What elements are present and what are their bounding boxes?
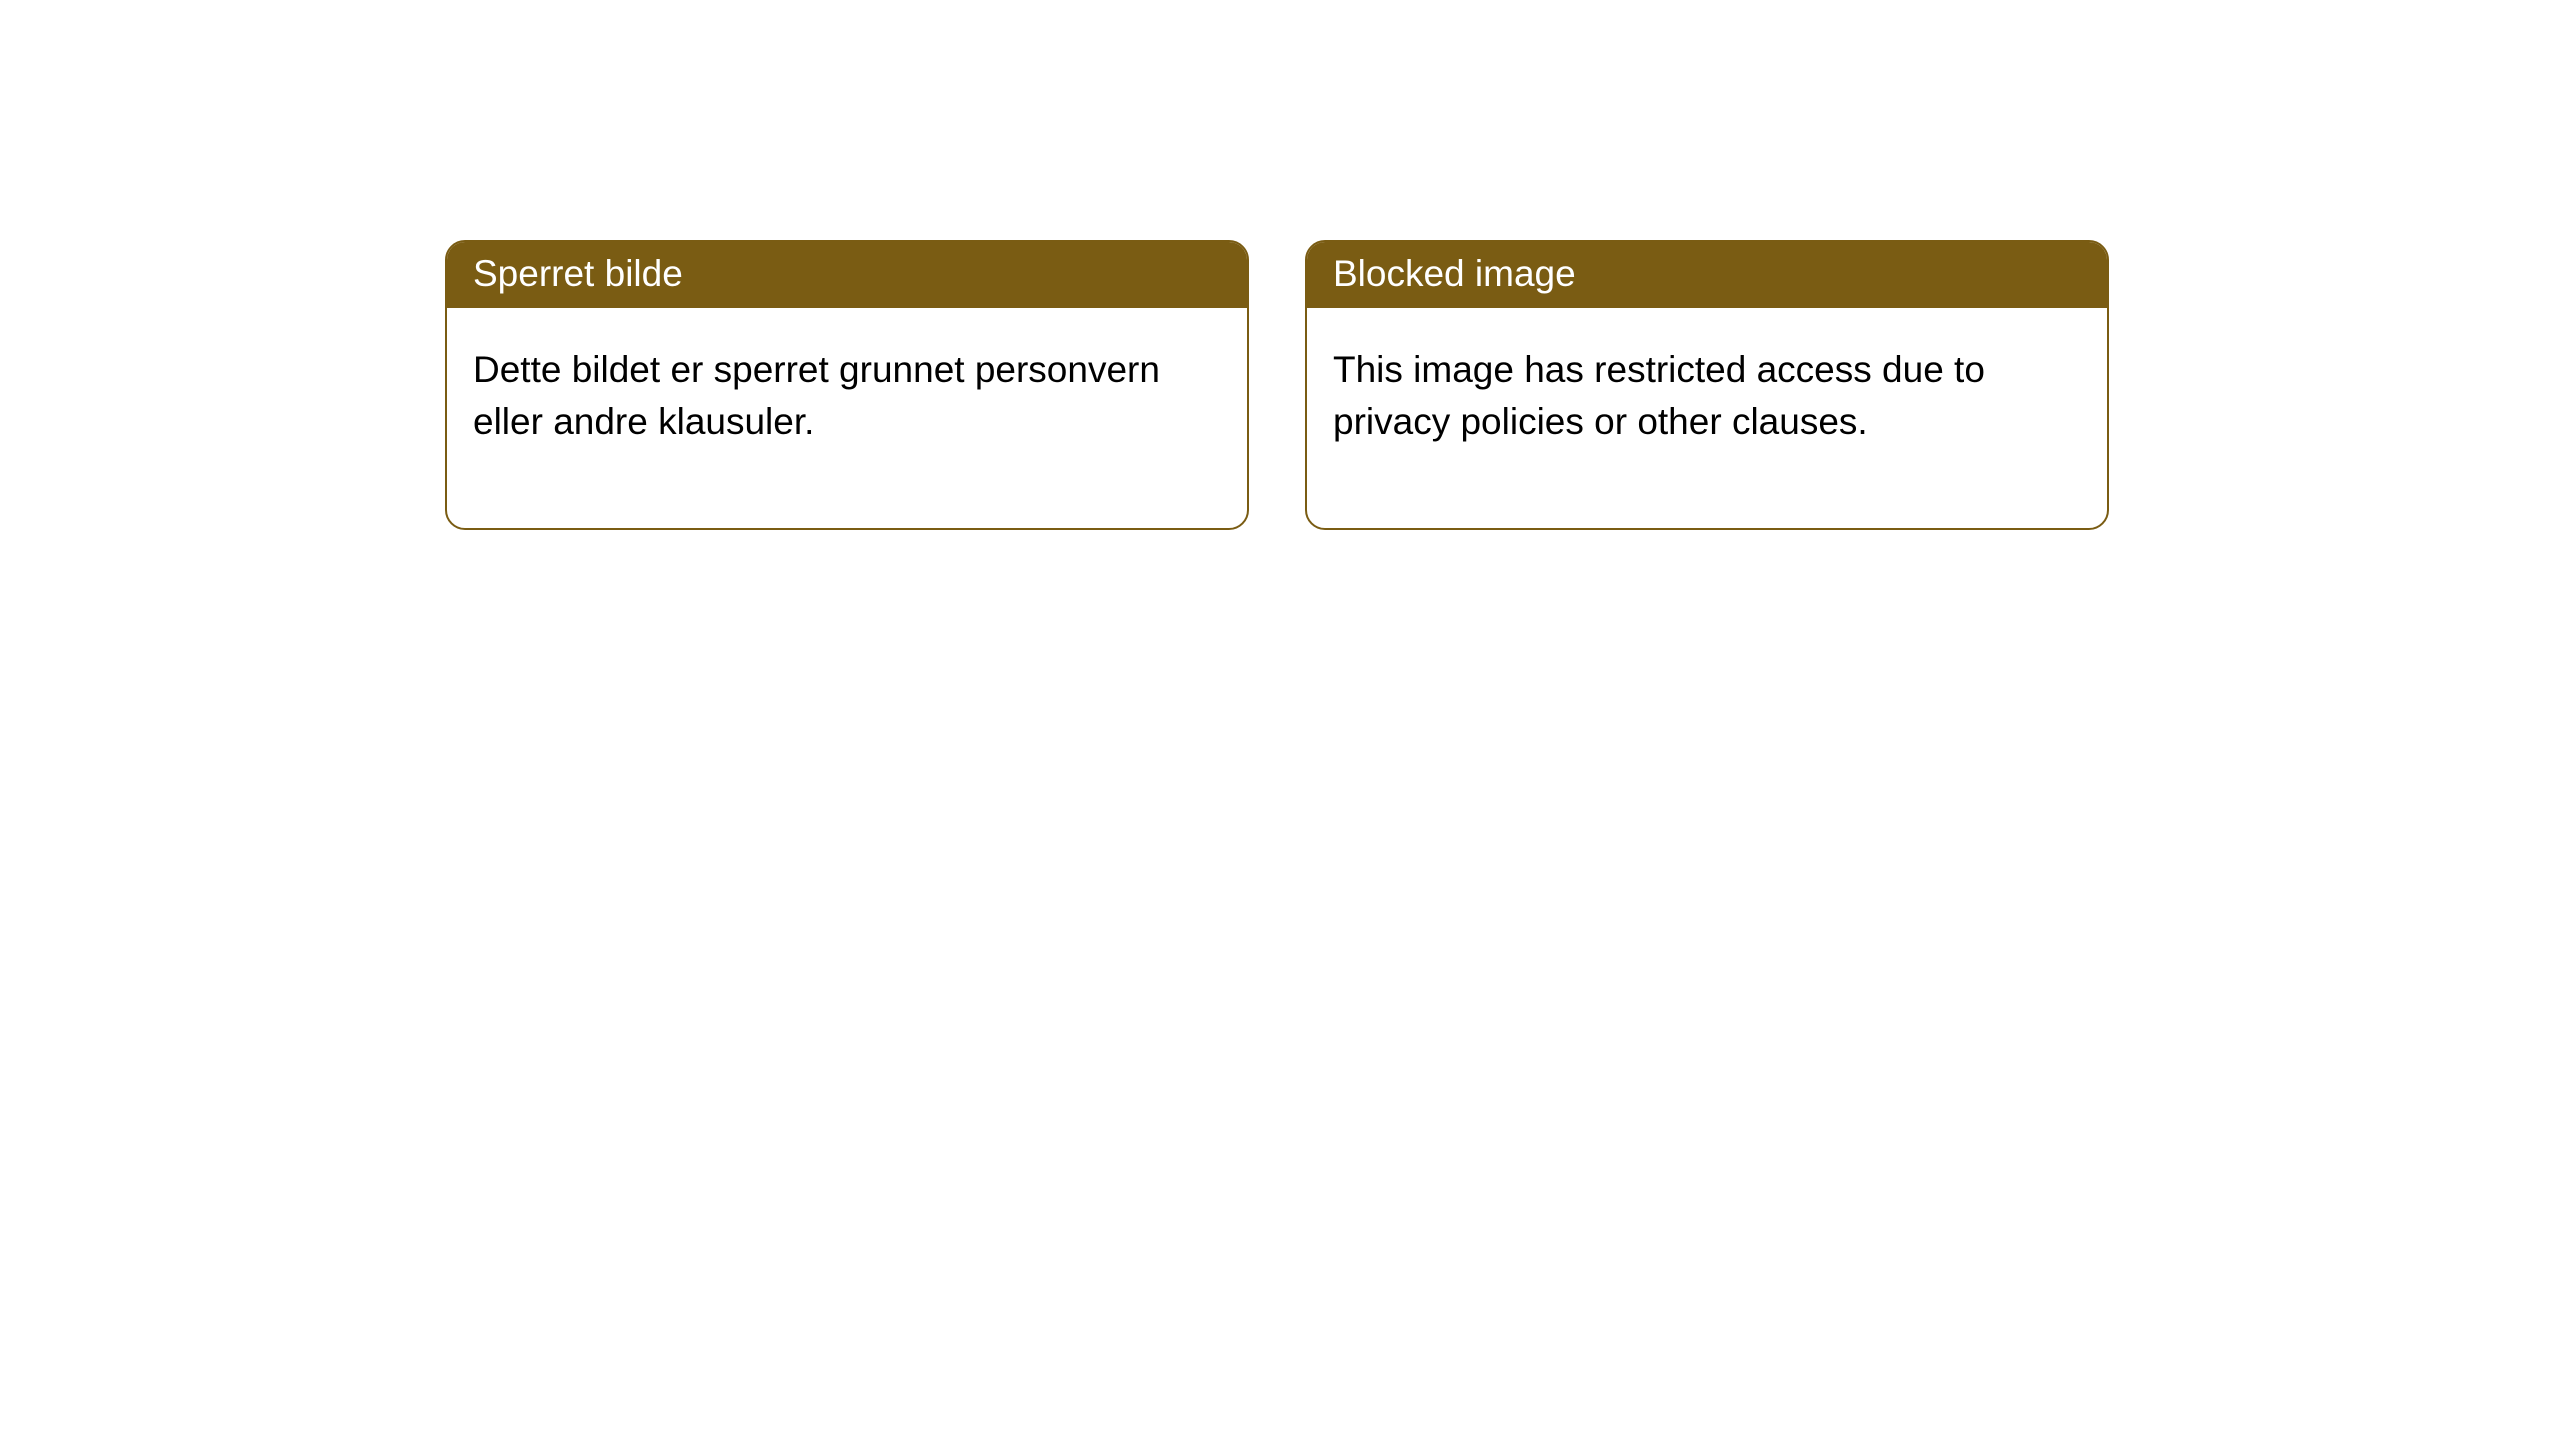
card-header: Sperret bilde <box>447 242 1247 308</box>
card-body: Dette bildet er sperret grunnet personve… <box>447 308 1247 528</box>
card-body: This image has restricted access due to … <box>1307 308 2107 528</box>
notice-container: Sperret bilde Dette bildet er sperret gr… <box>0 0 2560 530</box>
card-body-text: Dette bildet er sperret grunnet personve… <box>473 349 1160 442</box>
card-title: Sperret bilde <box>473 253 683 294</box>
card-title: Blocked image <box>1333 253 1576 294</box>
card-header: Blocked image <box>1307 242 2107 308</box>
notice-card-norwegian: Sperret bilde Dette bildet er sperret gr… <box>445 240 1249 530</box>
card-body-text: This image has restricted access due to … <box>1333 349 1985 442</box>
notice-card-english: Blocked image This image has restricted … <box>1305 240 2109 530</box>
